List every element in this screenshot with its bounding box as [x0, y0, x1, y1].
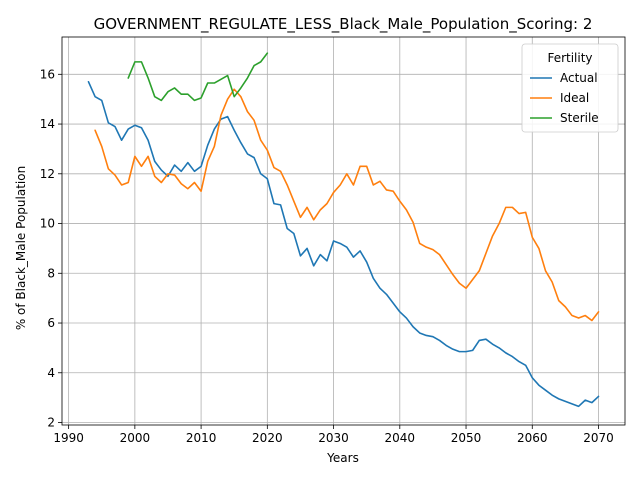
legend-title: Fertility [547, 51, 592, 65]
x-tick-label: 2000 [120, 431, 151, 445]
x-tick-label: 2020 [252, 431, 283, 445]
x-axis-label: Years [326, 451, 359, 465]
y-tick-label: 10 [40, 217, 55, 231]
y-tick-label: 4 [47, 366, 55, 380]
gridlines [62, 37, 625, 425]
plot-frame [61, 36, 626, 426]
x-tick-label: 2030 [318, 431, 349, 445]
y-tick-label: 6 [47, 316, 55, 330]
series-line-ideal [94, 88, 600, 322]
legend-box [521, 43, 619, 133]
y-axis-label: % of Black_Male Population [14, 166, 28, 330]
x-tick-label: 2050 [451, 431, 482, 445]
y-tick-label: 16 [40, 67, 55, 81]
legend: Fertility Actual Ideal Sterile [521, 43, 619, 133]
series-line-actual [87, 80, 600, 408]
legend-label-ideal: Ideal [560, 91, 589, 105]
x-tick-label: 2070 [583, 431, 614, 445]
y-tick-label: 2 [47, 416, 55, 430]
x-tick-label: 2040 [385, 431, 416, 445]
y-tick-label: 8 [47, 266, 55, 280]
x-tick-label: 2010 [186, 431, 217, 445]
x-tick-label: 2060 [517, 431, 548, 445]
x-axis: 1990 2000 2010 2020 2030 2040 2050 2060 2070 [53, 425, 614, 445]
series-line-sterile [127, 52, 269, 102]
chart-title: GOVERNMENT_REGULATE_LESS_Black_Male_Popu… [94, 15, 593, 34]
series-layer [87, 52, 600, 408]
legend-items: Actual Ideal Sterile [530, 71, 599, 125]
x-tick-label: 1990 [53, 431, 84, 445]
y-axis: 2 4 6 8 10 12 14 16 [40, 67, 62, 430]
legend-label-actual: Actual [560, 71, 598, 85]
y-tick-label: 14 [40, 117, 55, 131]
legend-label-sterile: Sterile [560, 111, 599, 125]
y-tick-label: 12 [40, 167, 55, 181]
